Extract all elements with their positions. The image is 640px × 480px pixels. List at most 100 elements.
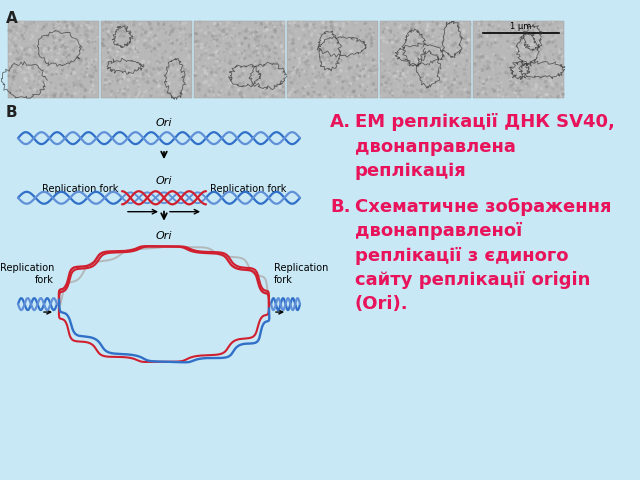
Point xyxy=(301,44,312,52)
Point xyxy=(15,47,25,54)
Point xyxy=(76,55,86,63)
Point xyxy=(102,57,113,64)
Point xyxy=(205,84,216,92)
Point xyxy=(517,89,527,97)
Point xyxy=(37,80,47,87)
Point xyxy=(405,38,415,46)
Point xyxy=(278,48,289,56)
Point xyxy=(533,29,543,36)
Point xyxy=(238,42,248,50)
Point xyxy=(389,33,399,41)
Point xyxy=(495,31,505,39)
Point xyxy=(342,90,353,97)
Point xyxy=(457,19,467,27)
Point xyxy=(393,86,403,94)
Point xyxy=(411,64,421,72)
Point xyxy=(221,88,231,96)
Point xyxy=(502,60,513,68)
Point xyxy=(490,59,500,66)
Point xyxy=(493,81,504,88)
Point xyxy=(424,62,435,70)
Point xyxy=(207,65,218,72)
Point xyxy=(237,35,248,43)
Point xyxy=(109,68,119,75)
Point xyxy=(159,89,170,96)
Point xyxy=(481,52,491,60)
Point xyxy=(515,55,525,63)
Point xyxy=(538,68,548,76)
Point xyxy=(406,84,417,92)
Point xyxy=(17,32,27,39)
Point xyxy=(84,42,94,50)
Point xyxy=(104,30,115,38)
Point xyxy=(244,75,255,83)
Point xyxy=(130,25,140,33)
Point xyxy=(169,72,179,80)
Point xyxy=(456,23,466,30)
Point xyxy=(444,55,454,63)
Point xyxy=(344,83,355,90)
Point xyxy=(462,24,472,31)
Point xyxy=(518,43,529,50)
Point xyxy=(269,92,279,99)
Point xyxy=(159,83,170,90)
Point xyxy=(317,36,328,44)
Point xyxy=(286,47,296,54)
Point xyxy=(441,71,451,78)
Point xyxy=(100,20,111,27)
Point xyxy=(552,60,563,68)
Point xyxy=(153,65,163,72)
Point xyxy=(222,46,232,54)
Point xyxy=(209,85,219,93)
Point xyxy=(300,69,310,76)
Point xyxy=(207,53,218,60)
Point xyxy=(87,73,97,81)
Point xyxy=(21,29,31,36)
Point xyxy=(235,80,245,88)
Point xyxy=(34,62,44,70)
Point xyxy=(505,63,515,71)
Point xyxy=(408,24,419,32)
Point xyxy=(393,68,403,75)
Point xyxy=(300,72,310,80)
Point xyxy=(38,40,49,48)
Point xyxy=(99,59,109,67)
Point xyxy=(55,46,65,53)
Point xyxy=(100,34,111,41)
Point xyxy=(149,81,159,88)
Point xyxy=(299,51,309,59)
Point xyxy=(325,93,335,101)
Point xyxy=(489,88,499,96)
Point xyxy=(218,30,228,37)
Point xyxy=(351,91,362,99)
Point xyxy=(461,50,471,58)
Point xyxy=(37,22,47,30)
Point xyxy=(299,33,309,41)
Point xyxy=(237,93,247,100)
Point xyxy=(471,89,481,97)
Point xyxy=(478,80,488,88)
Point xyxy=(266,60,276,68)
Point xyxy=(164,33,174,41)
Point xyxy=(19,35,29,43)
Point xyxy=(303,33,313,40)
Point xyxy=(307,33,317,41)
Point xyxy=(458,51,468,59)
Point xyxy=(461,73,471,81)
Point xyxy=(67,23,77,30)
Point xyxy=(108,24,118,32)
Point xyxy=(396,37,406,45)
Point xyxy=(481,76,492,84)
Point xyxy=(134,41,145,48)
Point xyxy=(230,68,241,76)
Point xyxy=(35,74,45,82)
Point xyxy=(364,55,374,62)
Point xyxy=(67,19,77,26)
Point xyxy=(491,52,501,60)
Point xyxy=(289,37,299,45)
Point xyxy=(203,67,213,75)
Point xyxy=(411,57,421,64)
Point xyxy=(428,65,438,73)
Point xyxy=(99,36,109,44)
Point xyxy=(288,36,298,44)
